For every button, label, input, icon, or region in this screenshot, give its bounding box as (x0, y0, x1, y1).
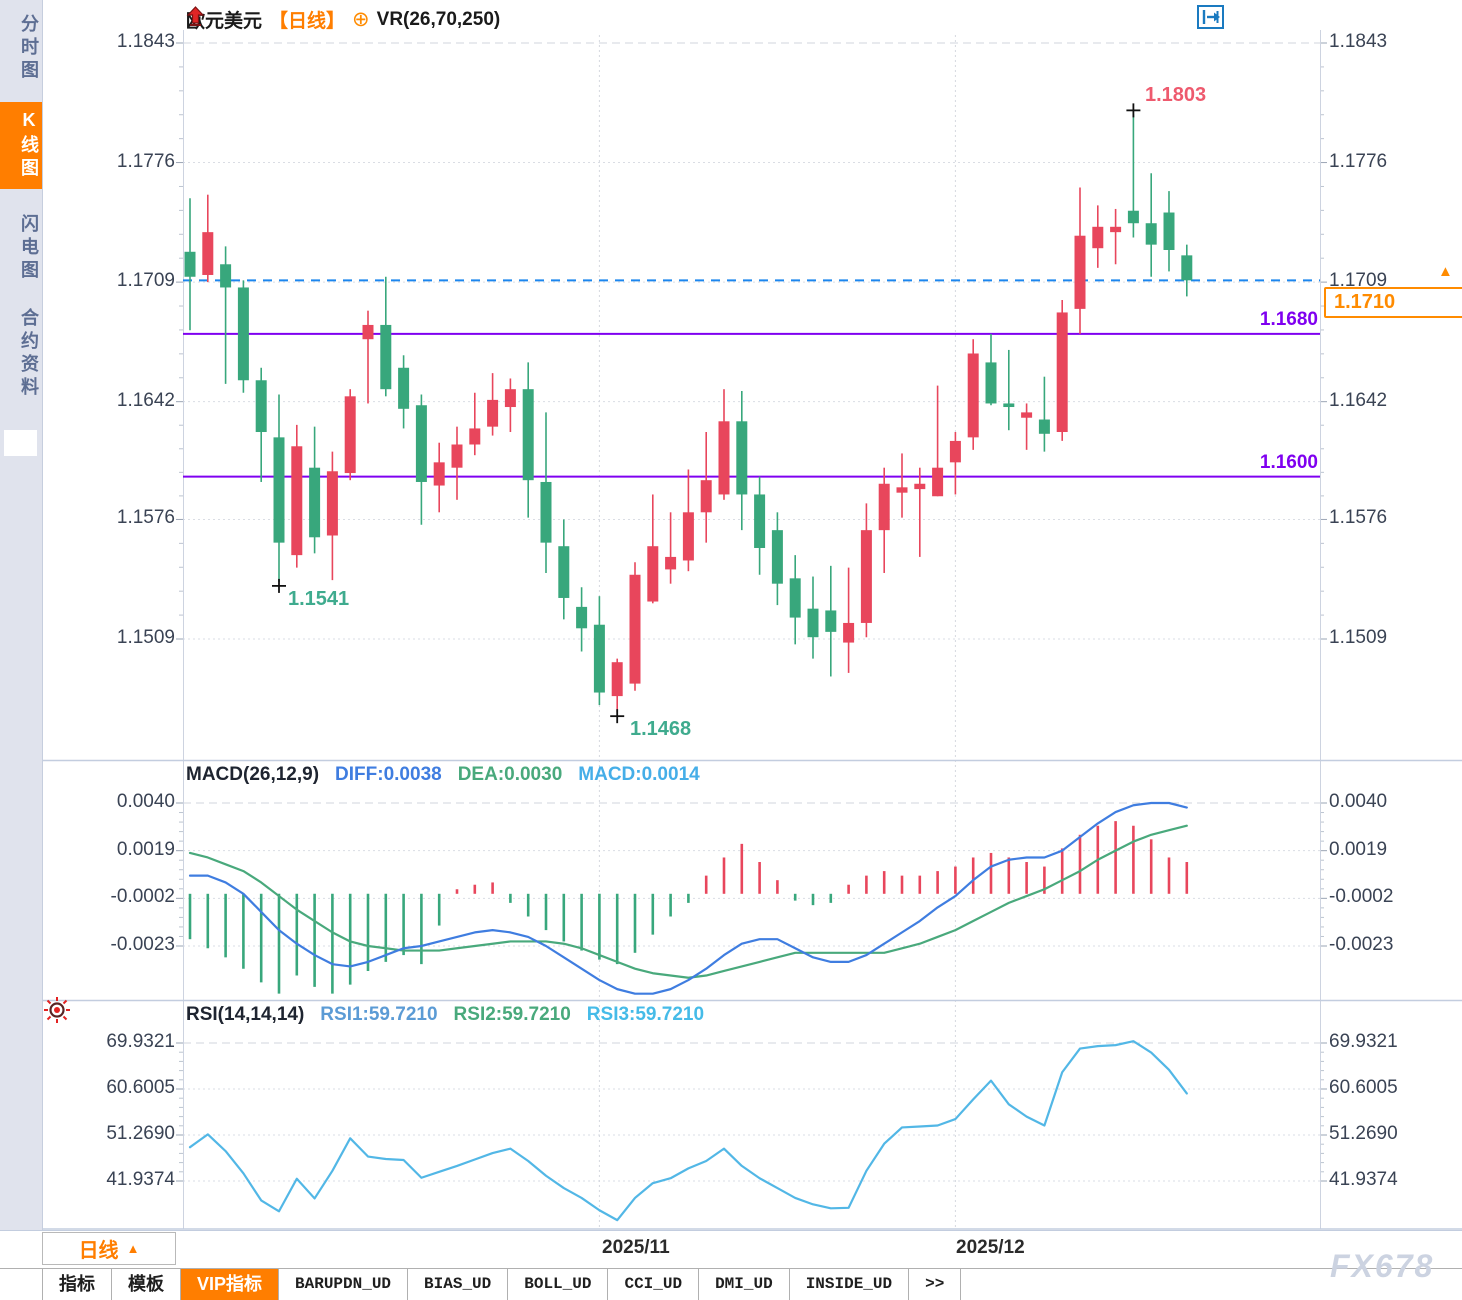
y-axis-label: 1.1843 (116, 31, 175, 52)
high-price-label: 1.1803 (1145, 84, 1207, 106)
indicator-tab-9[interactable]: INSIDE_UD (790, 1269, 910, 1300)
x-axis-strip: 2025/11 2025/12 (0, 1230, 1462, 1268)
indicator-tab-2[interactable]: 模板 (112, 1269, 181, 1300)
y-axis-label: 1.1509 (116, 627, 175, 648)
vr-up-arrow-icon (186, 6, 205, 26)
indicator-tab-4[interactable]: BARUPDN_UD (279, 1269, 409, 1300)
vr-indicator-label[interactable]: VR(26,70,250) (376, 8, 501, 30)
last-price-box: 1.1710 (1324, 287, 1462, 318)
y-axis-label: 1.1843 (1329, 31, 1388, 52)
sidebar-bottom-panel (4, 430, 37, 456)
low2-price-label: 1.1468 (630, 718, 692, 740)
y-axis-label: 69.9321 (1329, 1031, 1398, 1052)
y-axis-label: 1.1642 (116, 389, 175, 411)
y-axis-label: -0.0002 (1329, 886, 1394, 908)
chart-canvas[interactable] (0, 0, 1462, 1232)
y-axis-label: 69.9321 (106, 1031, 175, 1052)
rsi2-value: RSI2:59.7210 (453, 1004, 571, 1025)
y-axis-label: 1.1509 (1329, 627, 1388, 648)
period-selector-label: 日线 (78, 1240, 119, 1262)
period-selector-arrow-icon: ▲ (126, 1241, 140, 1256)
rsi3-value: RSI3:59.7210 (586, 1004, 705, 1025)
tabbar-spacer (0, 1269, 43, 1300)
macd-diff-value: DIFF:0.0038 (335, 764, 442, 785)
indicator-tab-10[interactable]: >> (909, 1269, 962, 1300)
sidebar-tab-4[interactable]: 合约资料 (19, 308, 39, 400)
macd-panel-header: MACD(26,12,9) DIFF:0.0038 DEA:0.0030 MAC… (186, 764, 700, 786)
y-axis-label: 51.2690 (1329, 1122, 1398, 1144)
y-axis-label: 1.1642 (1329, 389, 1388, 411)
indicator-tab-8[interactable]: DMI_UD (699, 1269, 790, 1300)
low1-price-label: 1.1541 (288, 588, 350, 610)
alert-sun-icon[interactable] (42, 995, 74, 1027)
macd-dea-value: DEA:0.0030 (457, 764, 563, 785)
y-axis-label: 51.2690 (106, 1122, 175, 1144)
period-tag[interactable]: 【日线】 (269, 11, 346, 32)
indicator-tab-3[interactable]: VIP指标 (181, 1269, 280, 1300)
rsi1-value: RSI1:59.7210 (320, 1004, 438, 1025)
sidebar: 分时图 K线图闪电图合约资料 (0, 0, 43, 1230)
x-axis-date-1: 2025/11 (602, 1237, 670, 1258)
macd-title[interactable]: MACD(26,12,9) (186, 764, 320, 785)
y-axis-label: 1.1709 (116, 270, 175, 292)
symbol-title: 欧元美元 (186, 11, 263, 32)
period-selector[interactable]: 日线 ▲ (42, 1232, 176, 1265)
indicator-tab-1[interactable]: 指标 (43, 1269, 112, 1300)
indicator-tabbar: 指标 模板 VIP指标 BARUPDN_UD BIAS_UD BOLL_UD CCI_UD D… (0, 1268, 1462, 1300)
sidebar-tab-1[interactable]: 分时图 (19, 14, 39, 83)
y-axis-label: 60.6005 (1329, 1077, 1398, 1098)
y-axis-label: 0.0019 (1329, 838, 1388, 860)
y-axis-label: 1.1776 (116, 150, 175, 172)
sidebar-tab-2[interactable]: K线图 (0, 102, 42, 189)
rsi-panel-header: RSI(14,14,14) RSI1:59.7210 RSI2:59.7210 … (186, 1004, 704, 1026)
y-axis-label: 41.9374 (1329, 1169, 1398, 1190)
y-axis-label: 0.0019 (116, 838, 175, 860)
add-indicator-icon[interactable]: ⊕ (352, 8, 370, 31)
macd-value: MACD:0.0014 (578, 764, 700, 785)
y-axis-label: 0.0040 (1329, 791, 1388, 812)
watermark: FX678 (1330, 1248, 1435, 1284)
x-axis-date-2: 2025/12 (956, 1237, 1025, 1258)
y-axis-label: 1.1576 (116, 507, 175, 529)
y-axis-label: -0.0002 (110, 886, 175, 908)
resistance-line-label: 1.1680 (1259, 309, 1318, 330)
chart-header: 欧元美元 【日线】 ⊕ VR(26,70,250) (186, 6, 500, 33)
rsi-title[interactable]: RSI(14,14,14) (186, 1004, 305, 1025)
y-axis-label: 41.9374 (106, 1169, 175, 1190)
indicator-tab-6[interactable]: BOLL_UD (508, 1269, 609, 1300)
y-axis-label: -0.0023 (110, 934, 175, 955)
y-axis-label: 1.1776 (1329, 150, 1388, 172)
y-axis-label: 1.1576 (1329, 507, 1388, 529)
sidebar-tab-3[interactable]: 闪电图 (19, 214, 39, 283)
shift-right-icon[interactable] (1197, 5, 1224, 29)
y-axis-label: -0.0023 (1329, 934, 1394, 955)
indicator-tab-7[interactable]: CCI_UD (608, 1269, 700, 1300)
y-axis-label: 0.0040 (116, 791, 175, 812)
indicator-tab-5[interactable]: BIAS_UD (408, 1269, 509, 1300)
support-line-label: 1.1600 (1259, 452, 1318, 473)
last-price-arrow-icon: ▲ (1438, 263, 1453, 280)
y-axis-label: 60.6005 (106, 1077, 175, 1098)
y-axis-label: 1.1709 (1329, 270, 1388, 292)
